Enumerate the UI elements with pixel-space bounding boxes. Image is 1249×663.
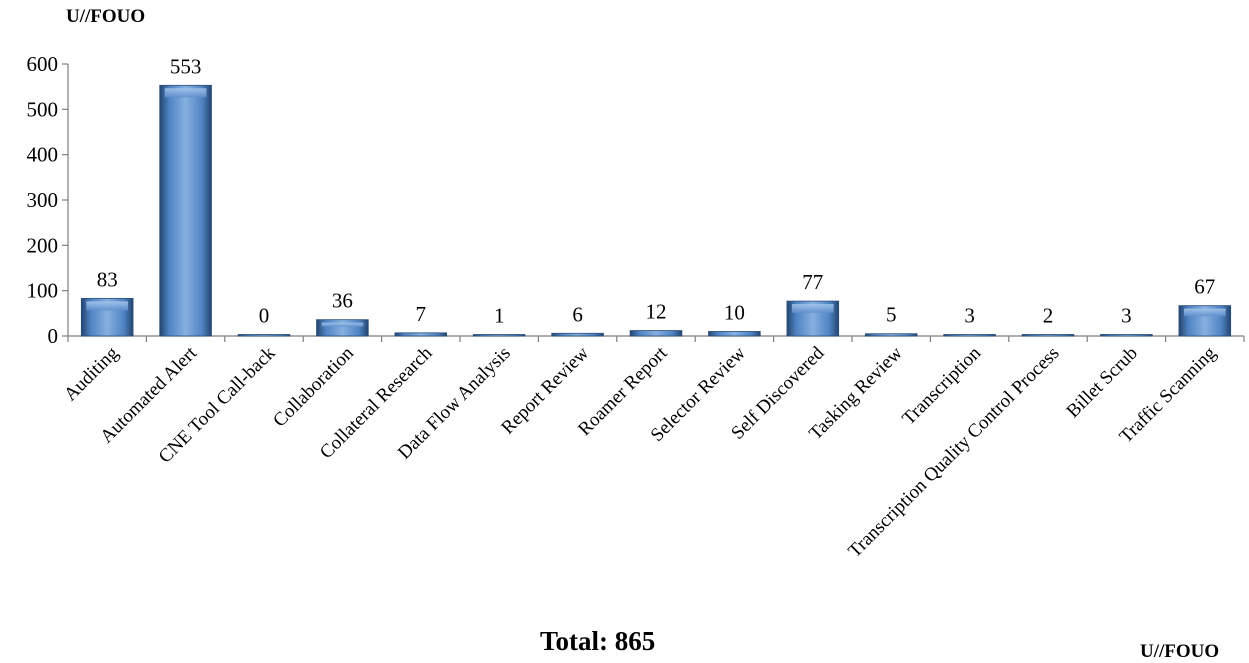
bar-body — [472, 334, 526, 337]
bar-highlight — [164, 88, 207, 98]
x-tick-label: Billet Scrub — [1063, 343, 1142, 422]
data-label: 12 — [646, 300, 667, 324]
y-tick-label: 500 — [27, 97, 59, 121]
bar — [1021, 334, 1075, 337]
classification-marking-top: U//FOUO — [66, 6, 146, 27]
bar — [237, 334, 291, 337]
bars-group — [80, 84, 1232, 337]
bar-body — [551, 332, 604, 337]
bar-body — [1021, 334, 1075, 337]
y-tick-label: 400 — [27, 143, 59, 167]
data-label: 3 — [1121, 304, 1132, 328]
data-label: 7 — [416, 302, 427, 326]
y-tick-labels-group: 0 100 200 300 400 500 600 — [27, 52, 59, 348]
bar-body — [864, 333, 918, 337]
data-label: 3 — [964, 304, 975, 328]
bar-highlight — [86, 301, 129, 311]
y-tick-label: 200 — [27, 233, 59, 257]
bar-highlight — [321, 322, 364, 327]
bar — [1100, 334, 1153, 337]
bar — [80, 297, 134, 337]
y-tick-label: 100 — [27, 279, 59, 303]
y-tick-label: 300 — [27, 188, 59, 212]
bar — [394, 332, 448, 337]
data-label: 553 — [170, 54, 202, 78]
bar — [708, 331, 761, 337]
data-label: 36 — [332, 289, 353, 313]
data-label: 0 — [259, 304, 270, 328]
x-tick-label: Transcription — [898, 342, 985, 429]
bar — [786, 300, 840, 337]
bar — [159, 84, 212, 337]
y-tick-label: 0 — [48, 324, 59, 348]
bar-body — [708, 331, 761, 337]
bar-body — [1100, 334, 1153, 337]
y-tick-label: 600 — [27, 52, 59, 76]
bar — [316, 319, 369, 337]
bar — [629, 330, 683, 337]
bar — [1178, 305, 1232, 337]
bar — [472, 334, 526, 337]
bar-body — [629, 330, 683, 337]
total-label: Total: 865 — [540, 626, 656, 656]
data-label: 67 — [1194, 275, 1215, 299]
data-label: 10 — [724, 300, 745, 324]
x-tick-label: Auditing — [60, 342, 123, 405]
bar — [551, 332, 604, 337]
bar-body — [237, 334, 291, 337]
data-label: 5 — [886, 303, 897, 327]
bar-highlight — [1183, 308, 1226, 317]
bar-body — [394, 332, 448, 337]
bar-highlight — [791, 304, 834, 313]
data-label: 77 — [802, 270, 823, 294]
data-label: 6 — [572, 302, 583, 326]
bar — [943, 334, 996, 337]
data-label: 83 — [97, 267, 118, 291]
bar-body — [943, 334, 996, 337]
data-label: 1 — [494, 304, 505, 328]
bar-body — [159, 84, 212, 337]
classification-marking-bottom: U//FOUO — [1140, 641, 1220, 662]
bar-body — [316, 319, 369, 337]
bar — [864, 333, 918, 337]
data-label: 2 — [1043, 304, 1054, 328]
